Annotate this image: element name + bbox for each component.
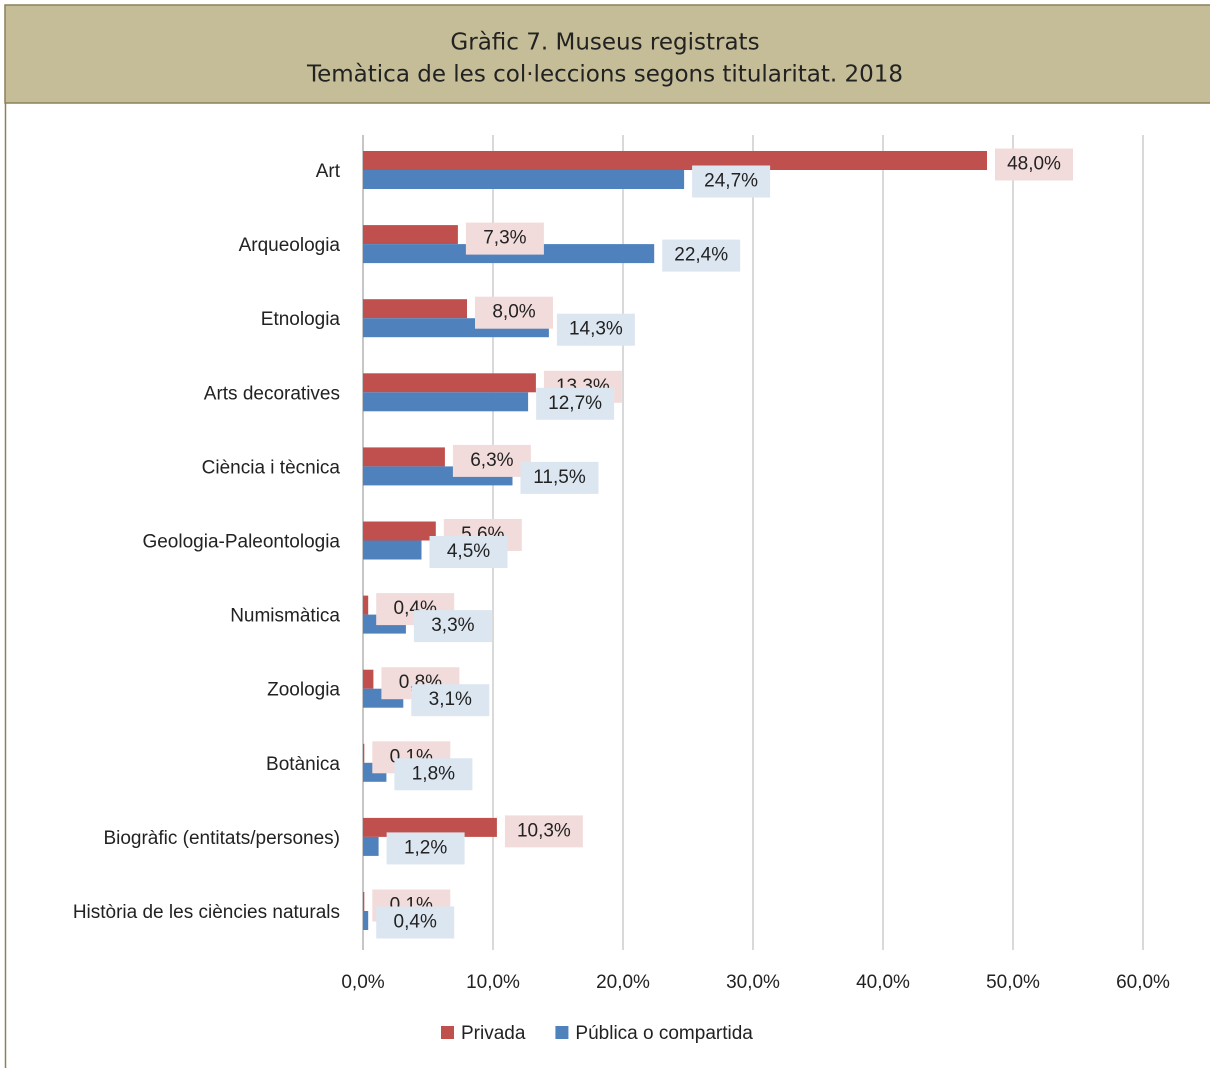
value-label: 8,0%: [492, 302, 535, 323]
value-label: 3,3%: [431, 615, 474, 636]
value-label: 1,8%: [412, 763, 455, 784]
y-tick-label: Etnologia: [261, 309, 341, 330]
y-tick-label: Geologia-Paleontologia: [142, 532, 340, 553]
bar: [363, 447, 445, 467]
value-label-bg: [536, 387, 615, 420]
value-label-bg: [520, 461, 599, 494]
value-label-bg: [452, 444, 531, 477]
value-label-bg: [556, 313, 635, 346]
x-tick-label: 30,0%: [726, 972, 780, 993]
bar: [363, 595, 369, 615]
x-tick-label: 50,0%: [986, 972, 1040, 993]
chart-subtitle: Temàtica de les col·leccions segons titu…: [306, 62, 903, 88]
y-tick-label: Arqueologia: [239, 235, 341, 256]
value-label: 1,2%: [404, 837, 447, 858]
chart-title: Gràfic 7. Museus registrats: [450, 30, 759, 56]
y-tick-label: Ciència i tècnica: [202, 457, 341, 478]
value-label: 14,3%: [569, 319, 623, 340]
value-label-bg: [411, 684, 490, 717]
value-label: 10,3%: [517, 820, 571, 841]
bar: [363, 392, 529, 412]
value-label: 48,0%: [1007, 154, 1061, 175]
value-label-bg: [504, 815, 583, 848]
value-label: 11,5%: [533, 467, 586, 488]
y-tick-label: Zoologia: [267, 680, 340, 701]
value-label-bg: [475, 296, 553, 329]
value-label: 24,7%: [704, 171, 758, 192]
value-label-bg: [662, 239, 741, 272]
value-label-bg: [394, 758, 473, 791]
bar: [363, 170, 685, 189]
x-tick-label: 20,0%: [596, 972, 650, 993]
value-label: 4,5%: [447, 541, 490, 562]
bar: [363, 817, 497, 837]
value-label-bg: [386, 832, 465, 865]
bar: [363, 373, 536, 393]
bar: [363, 669, 374, 689]
value-label: 7,3%: [483, 228, 526, 249]
x-tick-label: 40,0%: [856, 972, 910, 993]
bar: [363, 540, 422, 560]
value-label: 3,1%: [429, 689, 472, 710]
value-label: 12,7%: [548, 393, 602, 414]
header-band: [4, 4, 1210, 104]
legend-label: Pública o compartida: [575, 1023, 753, 1044]
value-label: 0,4%: [394, 912, 437, 933]
x-tick-label: 10,0%: [466, 972, 520, 993]
x-tick-label: 60,0%: [1116, 972, 1170, 993]
bar: [363, 151, 987, 170]
bar: [363, 521, 436, 541]
bar: [363, 299, 467, 319]
bar: [363, 836, 379, 856]
legend-swatch: [555, 1026, 569, 1039]
legend-swatch: [441, 1026, 454, 1039]
value-label: 6,3%: [470, 450, 513, 471]
y-tick-label: Arts decoratives: [204, 383, 340, 404]
value-label: 22,4%: [674, 245, 728, 266]
value-label-bg: [465, 222, 544, 255]
value-label-bg: [429, 536, 508, 568]
bar: [363, 743, 365, 763]
bar: [363, 911, 369, 930]
x-tick-label: 0,0%: [341, 972, 384, 993]
bar: [363, 892, 365, 911]
value-label-bg: [995, 148, 1073, 181]
y-tick-label: Numismàtica: [230, 606, 340, 627]
y-tick-label: Botànica: [266, 754, 340, 775]
y-tick-label: Art: [316, 161, 341, 182]
bar: [363, 225, 458, 245]
value-label-bg: [692, 165, 771, 198]
y-tick-label: Biogràfic (entitats/persones): [103, 828, 340, 849]
value-label-bg: [413, 610, 492, 643]
value-label-bg: [376, 906, 455, 939]
legend-label: Privada: [461, 1023, 526, 1044]
y-tick-label: Història de les ciències naturals: [73, 902, 340, 923]
